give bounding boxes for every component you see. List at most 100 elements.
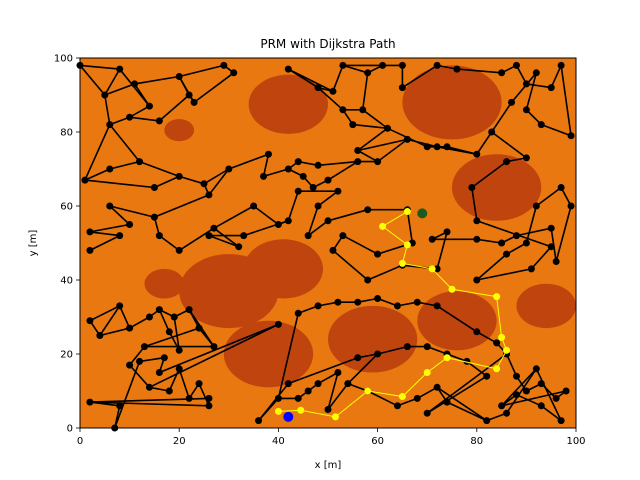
roadmap-node: [126, 113, 134, 121]
roadmap-edge: [128, 346, 146, 366]
roadmap-edge: [109, 116, 130, 126]
roadmap-node: [398, 84, 406, 92]
y-tick-label: 0: [67, 424, 73, 435]
roadmap-edge: [486, 412, 507, 422]
roadmap-node: [339, 61, 347, 69]
roadmap-node: [537, 380, 545, 388]
roadmap-node: [443, 228, 451, 236]
obstacle: [417, 291, 497, 351]
roadmap-edge: [466, 360, 488, 377]
roadmap-edge: [505, 368, 537, 414]
roadmap-node: [324, 176, 332, 184]
roadmap-edge: [357, 127, 388, 152]
obstacle: [164, 119, 195, 142]
roadmap-edge: [317, 190, 339, 207]
roadmap-node: [314, 380, 322, 388]
x-tick-label: 20: [173, 436, 186, 447]
obstacle: [248, 74, 328, 134]
roadmap-edge: [327, 160, 359, 181]
y-axis-ticks: 0 20 40 60 80 100: [54, 54, 80, 435]
roadmap-node: [339, 106, 347, 114]
roadmap-node: [126, 361, 134, 369]
roadmap-edge: [327, 383, 349, 410]
roadmap-node: [398, 61, 406, 69]
roadmap-node: [314, 161, 322, 169]
x-axis-label: x [m]: [315, 460, 342, 471]
roadmap-edge: [257, 383, 289, 422]
roadmap-node: [508, 98, 516, 106]
roadmap-edge: [178, 227, 215, 252]
roadmap-node: [185, 91, 193, 99]
roadmap-edge: [89, 401, 209, 407]
roadmap-node: [522, 80, 530, 88]
roadmap-edge: [540, 405, 562, 422]
roadmap-edge: [436, 231, 448, 270]
roadmap-node: [205, 402, 213, 410]
goal-marker: [417, 208, 428, 219]
roadmap-edge: [525, 205, 538, 244]
roadmap-edge: [436, 305, 478, 333]
roadmap-node: [314, 302, 322, 310]
roadmap-edge: [109, 205, 131, 226]
roadmap-node: [473, 328, 481, 336]
roadmap-edge: [158, 309, 171, 333]
roadmap-edge: [446, 146, 477, 155]
roadmap-node: [334, 369, 342, 376]
obstacle: [516, 283, 576, 329]
roadmap-node: [329, 246, 337, 254]
roadmap-node: [165, 328, 173, 336]
roadmap-node: [255, 417, 263, 425]
roadmap-node: [195, 380, 203, 388]
roadmap-edge: [178, 368, 190, 399]
roadmap-edge: [208, 234, 239, 248]
y-tick-label: 40: [60, 276, 73, 287]
roadmap-node: [522, 106, 530, 114]
roadmap-edge: [530, 246, 552, 270]
roadmap-node: [334, 298, 342, 306]
obstacle: [452, 154, 542, 221]
roadmap-node: [294, 187, 302, 195]
roadmap-node: [304, 387, 312, 395]
roadmap-node: [453, 65, 461, 73]
roadmap-node: [175, 172, 183, 180]
x-tick-label: 60: [371, 436, 384, 447]
path-node: [403, 208, 411, 216]
roadmap-edge: [526, 83, 552, 89]
plot-frame: [79, 57, 577, 429]
roadmap-edge: [332, 65, 344, 92]
roadmap-node: [145, 102, 153, 110]
roadmap-node: [349, 121, 357, 129]
roadmap-edge: [99, 305, 121, 336]
roadmap-edge: [89, 223, 130, 233]
roadmap-node: [443, 143, 451, 151]
roadmap-node: [235, 243, 243, 251]
roadmap-edge: [535, 186, 562, 207]
roadmap-node: [200, 180, 208, 188]
roadmap-node: [175, 365, 183, 373]
roadmap-node: [190, 98, 198, 106]
roadmap-edge: [203, 168, 230, 185]
x-tick-label: 100: [566, 436, 585, 447]
roadmap-node: [155, 306, 163, 314]
roadmap-edge: [178, 76, 195, 103]
roadmap-node: [160, 354, 168, 362]
roadmap-node: [547, 84, 555, 92]
roadmap-edge: [426, 345, 448, 355]
roadmap-edge: [446, 401, 488, 422]
roadmap-edge: [317, 87, 344, 111]
roadmap-edge: [84, 124, 111, 181]
roadmap-node: [374, 295, 382, 302]
path-node: [493, 365, 501, 373]
roadmap-node: [354, 147, 362, 154]
obstacle: [179, 254, 279, 329]
roadmap-node: [403, 135, 411, 143]
roadmap-edge: [154, 175, 180, 189]
roadmap-node: [354, 158, 362, 166]
roadmap-node: [557, 61, 565, 69]
roadmap-node: [260, 172, 268, 180]
roadmap-node: [498, 402, 506, 410]
roadmap-edge: [173, 316, 180, 351]
roadmap-edge: [406, 209, 414, 244]
roadmap-node: [483, 372, 491, 380]
